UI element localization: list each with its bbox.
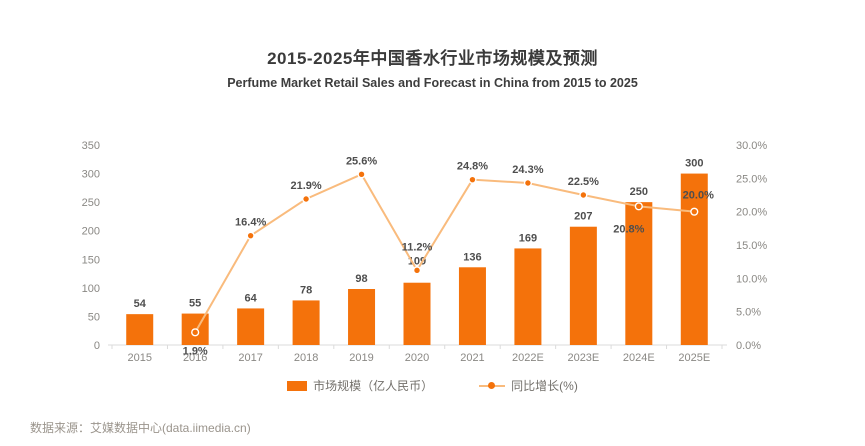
line-marker-2016 — [191, 328, 200, 337]
left-axis-tick-label: 100 — [82, 283, 100, 295]
x-category-label: 2025E — [678, 352, 710, 364]
growth-value-label: 20.8% — [613, 223, 644, 235]
bar-2017 — [237, 308, 265, 345]
left-axis-tick-label: 0 — [94, 340, 100, 352]
bar-2021 — [458, 267, 486, 345]
x-category-label: 2022E — [512, 352, 544, 364]
right-axis-tick-label: 25.0% — [736, 173, 767, 185]
line-marker-2021 — [468, 175, 477, 184]
bar-value-label: 55 — [189, 298, 201, 310]
bar-2018 — [292, 300, 320, 345]
x-category-label: 2015 — [127, 352, 151, 364]
growth-value-label: 11.2% — [402, 241, 433, 253]
x-category-label: 2024E — [623, 352, 655, 364]
legend-item-yoy-growth: 同比增长(%) — [479, 377, 578, 394]
line-marker-2022E — [523, 178, 533, 188]
bar-2025E — [680, 173, 708, 345]
bar-value-label: 78 — [300, 284, 312, 296]
chart-legend: 市场规模（亿人民币） 同比增长(%) — [0, 377, 865, 394]
x-category-label: 2023E — [567, 352, 599, 364]
right-axis-tick-label: 30.0% — [736, 140, 767, 152]
left-axis-tick-label: 50 — [88, 311, 100, 323]
bar-2019 — [348, 289, 376, 345]
x-category-label: 2016 — [183, 352, 207, 364]
growth-value-label: 16.4% — [235, 217, 266, 229]
left-axis-tick-label: 200 — [82, 226, 100, 238]
bar-value-label: 64 — [245, 292, 258, 304]
left-axis-tick-label: 350 — [82, 140, 100, 152]
line-marker-2025E — [690, 207, 699, 216]
growth-value-label: 22.5% — [568, 176, 599, 188]
right-axis-tick-label: 20.0% — [736, 207, 767, 219]
line-series-swatch-icon — [479, 382, 506, 389]
growth-value-label: 25.6% — [346, 155, 377, 167]
bar-2020 — [403, 282, 431, 345]
yoy-growth-line — [194, 173, 695, 333]
bar-value-label: 136 — [463, 251, 481, 263]
bar-series-swatch-icon — [287, 380, 308, 391]
bar-2022E — [514, 248, 542, 345]
legend-label-market-size: 市场规模（亿人民币） — [313, 379, 434, 393]
bar-value-label: 98 — [355, 273, 367, 285]
line-marker-2020 — [412, 266, 422, 275]
right-axis-tick-label: 0.0% — [736, 340, 761, 352]
line-marker-2023E — [579, 190, 588, 200]
bar-2015 — [126, 314, 154, 345]
right-axis-tick-label: 10.0% — [736, 273, 767, 285]
line-marker-2018 — [301, 194, 311, 204]
bar-value-label: 54 — [134, 298, 147, 310]
bar-2023E — [569, 226, 597, 345]
x-category-label: 2021 — [460, 352, 484, 364]
bar-value-label: 207 — [574, 211, 592, 223]
bar-2024E — [625, 202, 653, 345]
growth-value-label: 20.0% — [683, 190, 714, 202]
data-source-note: 数据来源：艾媒数据中心(data.iimedia.cn) — [30, 421, 251, 435]
line-marker-dot-icon — [488, 382, 496, 389]
line-marker-2024E — [634, 202, 643, 211]
growth-value-label: 24.3% — [512, 164, 543, 176]
x-category-label: 2018 — [294, 352, 318, 364]
growth-value-label: 24.8% — [457, 161, 488, 173]
bar-value-label: 300 — [685, 158, 703, 170]
x-category-label: 2020 — [405, 352, 429, 364]
legend-label-yoy-growth: 同比增长(%) — [511, 379, 578, 393]
left-axis-tick-label: 250 — [82, 197, 100, 209]
growth-value-label: 21.9% — [290, 180, 321, 192]
legend-item-market-size: 市场规模（亿人民币） — [287, 377, 433, 394]
chart-subtitle: Perfume Market Retail Sales and Forecast… — [227, 76, 638, 90]
bar-value-label: 250 — [630, 186, 648, 198]
bar-value-label: 169 — [519, 232, 537, 244]
x-category-label: 2019 — [349, 352, 373, 364]
chart-title: 2015-2025年中国香水行业市场规模及预测 — [267, 49, 598, 68]
growth-value-label: 1.9% — [183, 345, 208, 357]
right-axis-tick-label: 5.0% — [736, 307, 761, 319]
left-axis-tick-label: 300 — [82, 169, 100, 181]
right-axis-tick-label: 15.0% — [736, 240, 767, 252]
line-marker-2017 — [246, 231, 255, 240]
x-category-label: 2017 — [238, 352, 262, 364]
line-marker-2019 — [357, 170, 366, 179]
left-axis-tick-label: 150 — [82, 254, 100, 266]
